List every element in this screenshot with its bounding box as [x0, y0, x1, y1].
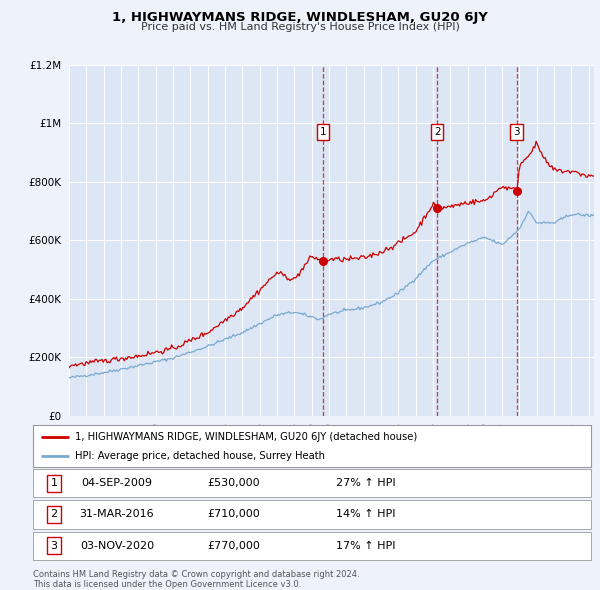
- Text: Price paid vs. HM Land Registry's House Price Index (HPI): Price paid vs. HM Land Registry's House …: [140, 22, 460, 32]
- Text: 04-SEP-2009: 04-SEP-2009: [82, 478, 152, 488]
- Text: 3: 3: [514, 127, 520, 137]
- Text: £530,000: £530,000: [208, 478, 260, 488]
- Text: 14% ↑ HPI: 14% ↑ HPI: [336, 510, 395, 519]
- Text: 1: 1: [50, 478, 58, 488]
- Text: HPI: Average price, detached house, Surrey Heath: HPI: Average price, detached house, Surr…: [75, 451, 325, 461]
- Text: This data is licensed under the Open Government Licence v3.0.: This data is licensed under the Open Gov…: [33, 579, 301, 589]
- Text: 1: 1: [320, 127, 326, 137]
- Text: 27% ↑ HPI: 27% ↑ HPI: [336, 478, 395, 488]
- Text: 1, HIGHWAYMANS RIDGE, WINDLESHAM, GU20 6JY: 1, HIGHWAYMANS RIDGE, WINDLESHAM, GU20 6…: [112, 11, 488, 24]
- Text: 31-MAR-2016: 31-MAR-2016: [80, 510, 154, 519]
- Text: 1, HIGHWAYMANS RIDGE, WINDLESHAM, GU20 6JY (detached house): 1, HIGHWAYMANS RIDGE, WINDLESHAM, GU20 6…: [75, 432, 417, 442]
- Text: 2: 2: [50, 510, 58, 519]
- Text: 3: 3: [50, 541, 58, 550]
- Text: £770,000: £770,000: [208, 541, 260, 550]
- Text: 17% ↑ HPI: 17% ↑ HPI: [336, 541, 395, 550]
- Text: £710,000: £710,000: [208, 510, 260, 519]
- Text: Contains HM Land Registry data © Crown copyright and database right 2024.: Contains HM Land Registry data © Crown c…: [33, 570, 359, 579]
- Text: 2: 2: [434, 127, 440, 137]
- Text: 03-NOV-2020: 03-NOV-2020: [80, 541, 154, 550]
